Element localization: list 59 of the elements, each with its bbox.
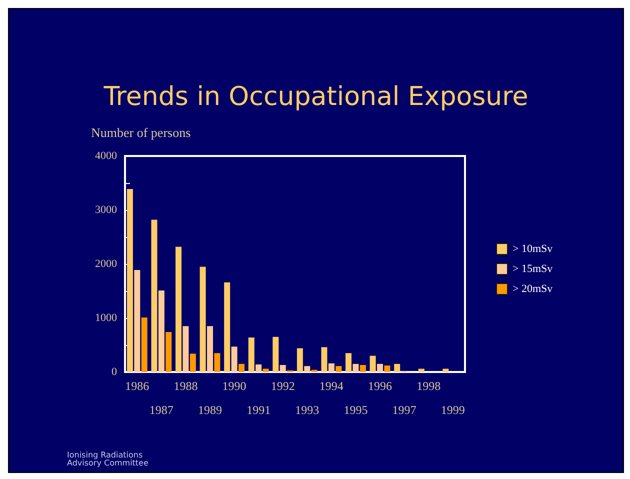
y-tick-label: 4000 [95, 150, 118, 162]
x-tick-label: 1990 [222, 379, 246, 393]
chart-title: Trends in Occupational Exposure [102, 82, 528, 112]
x-tick-label: 1987 [149, 403, 174, 417]
bar [328, 363, 334, 372]
bar [166, 332, 172, 372]
bar [442, 368, 449, 372]
y-tick-label: 2000 [95, 258, 118, 270]
bar [190, 354, 196, 372]
x-tick-label: 1995 [344, 403, 368, 417]
bar [352, 364, 359, 372]
x-tick-label: 1992 [270, 379, 295, 393]
bar [256, 364, 262, 372]
bar [248, 337, 254, 372]
bar [231, 346, 238, 372]
x-tick-label: 1997 [392, 403, 416, 417]
y-tick-label: 3000 [95, 204, 118, 216]
bar [384, 366, 390, 372]
legend-label: > 15mSv [512, 263, 554, 275]
bar [394, 364, 400, 372]
text: Ionising Radiations Advisory Committee [67, 450, 148, 468]
x-tick-label: 1994 [319, 379, 344, 393]
bar [418, 368, 424, 372]
y-tick-label: 1000 [95, 312, 118, 324]
bar [158, 290, 164, 372]
x-tick-label: 1996 [368, 379, 392, 393]
bar [126, 188, 133, 372]
bar [296, 348, 303, 372]
bar [182, 326, 189, 372]
y-tick-label: 0 [112, 366, 118, 378]
legend-label: > 20mSv [512, 283, 554, 295]
bar [377, 364, 383, 372]
bar [238, 364, 244, 372]
bar [141, 317, 148, 372]
x-tick-label: 1988 [174, 379, 198, 393]
x-tick-label: 1993 [295, 403, 320, 417]
bar [304, 366, 310, 372]
bar [272, 336, 279, 372]
legend-label: > 10mSv [512, 243, 554, 255]
x-tick-label: 1986 [125, 379, 150, 393]
bar [280, 364, 286, 372]
x-tick-label: 1991 [246, 403, 271, 417]
x-tick-label: 1999 [440, 403, 465, 417]
bar [200, 266, 206, 372]
bar [224, 282, 230, 372]
bar [134, 270, 140, 372]
bar [321, 347, 328, 372]
x-tick-label: 1998 [416, 379, 441, 393]
bar [360, 364, 366, 372]
bar [207, 326, 213, 372]
bar [176, 246, 182, 372]
bar [262, 368, 269, 372]
bar [214, 353, 220, 372]
bar [370, 356, 376, 372]
bar [336, 366, 342, 372]
y-axis-title: Number of persons [91, 125, 191, 140]
bar [346, 353, 352, 372]
x-tick-label: 1989 [198, 403, 222, 417]
bar [151, 220, 158, 372]
